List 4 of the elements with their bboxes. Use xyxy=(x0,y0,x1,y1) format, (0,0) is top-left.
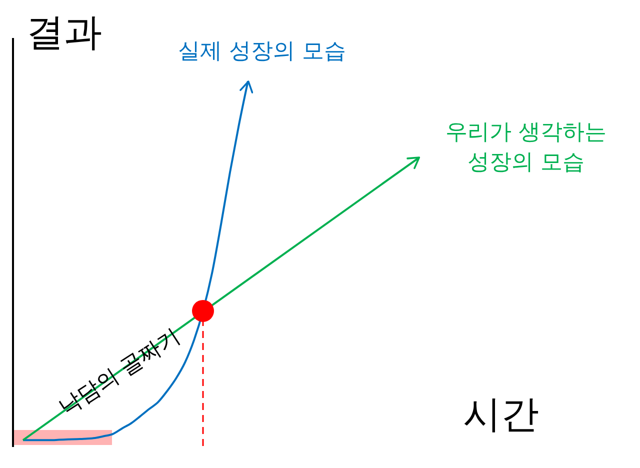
series-label: 우리가 생각하는 성장의 모습 xyxy=(444,118,608,177)
series-label: 실제 성장의 모습 xyxy=(178,38,346,66)
y-axis-title: 결과 xyxy=(26,10,102,54)
x-axis-title: 시간 xyxy=(463,392,539,436)
